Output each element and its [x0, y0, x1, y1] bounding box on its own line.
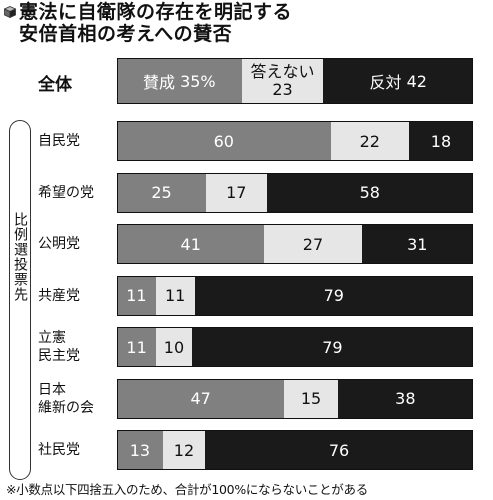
bar-segment-for: 11	[117, 327, 157, 367]
bar-segment-for: 11	[117, 275, 156, 316]
bar-segment-for: 41	[117, 224, 265, 264]
bar-segment-neutral: 17	[206, 172, 267, 213]
party-bar: 11 11 79	[117, 275, 473, 316]
bar-segment-value: 15	[300, 389, 322, 408]
bar-segment-for: 60	[117, 121, 331, 161]
party-bar: 11 10 79	[117, 327, 473, 367]
party-label: 自民党	[38, 132, 80, 150]
party-label-line: 民主党	[38, 348, 80, 364]
party-label: 立憲 民主党	[38, 329, 80, 365]
bar-segment-neutral: 11	[155, 275, 195, 316]
bar-segment-against: 58	[266, 172, 473, 213]
overall-for-label: 賛成	[142, 73, 175, 92]
bar-segment-value: 38	[395, 389, 416, 408]
party-label: 希望の党	[38, 184, 94, 202]
bar-segment-value: 58	[359, 183, 380, 202]
bar-segment-against: 18	[408, 121, 473, 161]
party-label-line: 社民党	[38, 442, 80, 458]
bar-segment-value: 25	[151, 183, 172, 202]
bar-segment-value: 11	[126, 337, 147, 357]
bar-segment-against: 38	[337, 378, 473, 419]
bar-segment-against: 79	[191, 327, 473, 367]
party-bar: 25 17 58	[117, 172, 473, 213]
party-bar: 41 27 31	[117, 224, 473, 264]
bar-segment-for: 13	[117, 430, 163, 470]
bar-segment-against: 79	[194, 275, 473, 316]
bar-segment-neutral: 12	[162, 430, 206, 470]
group-label: 比例選投票先	[12, 212, 28, 302]
overall-label: 全体	[38, 75, 72, 95]
bar-segment-value: 17	[226, 183, 247, 202]
bar-segment-value: 60	[213, 131, 234, 151]
bar-segment-value: 76	[328, 440, 350, 460]
party-label: 日本 維新の会	[38, 381, 94, 417]
bar-segment-value: 41	[180, 234, 201, 254]
bar-segment-value: 11	[164, 286, 186, 305]
party-label-line: 自民党	[38, 133, 80, 149]
overall-neutral-label: 答えない	[250, 62, 315, 81]
party-label-line: 日本	[38, 381, 66, 398]
party-label-line: 維新の会	[38, 399, 94, 416]
party-label: 共産党	[38, 287, 80, 305]
chart-title-line-2: 安倍首相の考えへの賛否	[19, 23, 233, 45]
bar-segment-neutral: 22	[330, 121, 409, 161]
bar-segment-neutral: 10	[156, 327, 192, 367]
bar-segment-value: 31	[407, 234, 428, 254]
party-bar: 60 22 18	[117, 121, 473, 161]
footnote: ※小数点以下四捨五入のため、合計が100%にならないことがある	[6, 482, 368, 497]
party-bar: 47 15 38	[117, 378, 473, 419]
party-label-line: 立憲	[38, 330, 66, 346]
group-bracket	[9, 120, 31, 480]
bar-segment-value: 47	[190, 389, 211, 408]
bar-segment-value: 18	[430, 131, 452, 151]
chart-title: 憲法に自衛隊の存在を明記する 安倍首相の考えへの賛否	[19, 1, 292, 45]
party-label: 社民党	[38, 441, 80, 459]
overall-for-unit: %	[200, 71, 216, 91]
bar-segment-value: 22	[359, 131, 380, 151]
bar-segment-value: 13	[129, 440, 151, 460]
bar-segment-value: 79	[323, 286, 344, 305]
overall-neutral-value: 23	[272, 80, 293, 99]
bar-segment-against: 31	[361, 224, 473, 264]
bar-segment-for: 47	[117, 378, 285, 419]
bar-segment-value: 12	[173, 440, 195, 460]
party-label-line: 希望の党	[38, 184, 94, 201]
bar-segment-neutral: 15	[284, 378, 338, 419]
overall-for-value: 35	[180, 71, 201, 91]
bar-segment-value: 11	[126, 286, 147, 305]
overall-bar: 賛成 35% 答えない 23 反対 42	[117, 58, 473, 104]
bar-segment-against: 76	[205, 430, 473, 470]
overall-against-value: 42	[406, 71, 427, 91]
overall-against-segment: 反対 42	[323, 58, 473, 104]
bar-segment-value: 27	[302, 234, 324, 254]
bar-segment-value: 79	[322, 337, 343, 357]
bar-segment-value: 10	[163, 337, 185, 357]
party-label-line: 共産党	[38, 287, 80, 304]
overall-for-segment: 賛成 35%	[117, 58, 242, 104]
overall-neutral-segment: 答えない 23	[241, 58, 324, 104]
cube-icon	[4, 6, 16, 18]
bar-segment-for: 25	[117, 172, 206, 213]
party-label: 公明党	[38, 235, 80, 253]
overall-against-label: 反対	[369, 73, 402, 92]
party-bar: 13 12 76	[117, 430, 473, 470]
bar-segment-neutral: 27	[264, 224, 362, 264]
chart-title-line-1: 憲法に自衛隊の存在を明記する	[19, 1, 293, 23]
party-label-line: 公明党	[38, 236, 80, 252]
